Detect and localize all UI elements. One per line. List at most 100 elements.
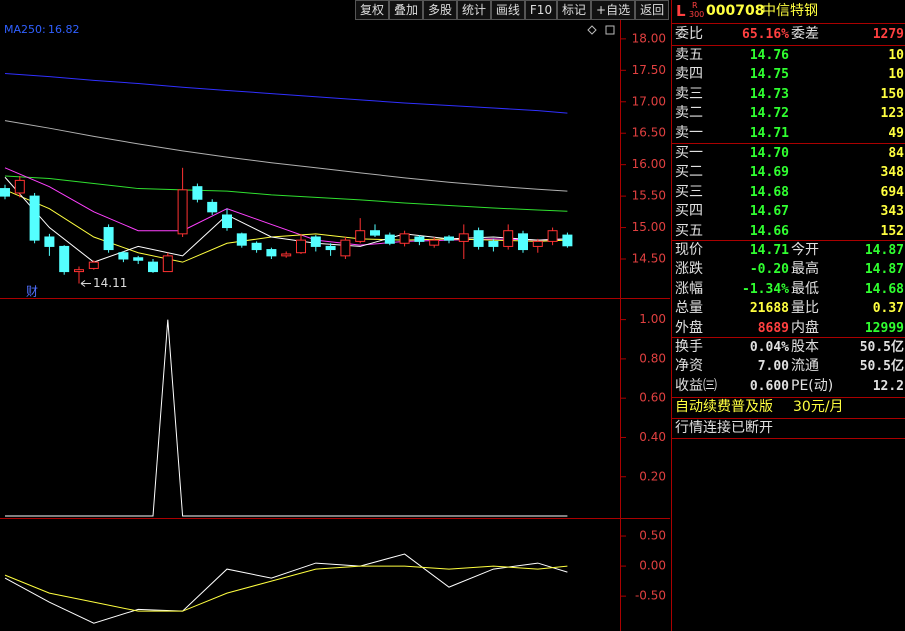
candle-body <box>547 230 558 242</box>
ma-value: 16.82 <box>48 23 80 36</box>
diamond-icon[interactable] <box>587 25 597 35</box>
toolbar-button[interactable]: 复权 <box>355 0 389 20</box>
low-arrow-head <box>80 280 86 287</box>
connection-status: 行情连接已断开 <box>675 420 773 436</box>
candle-body <box>192 186 203 200</box>
y-tick-label: -0.50 <box>635 589 666 603</box>
candle-body <box>103 227 114 251</box>
candle-body <box>444 236 454 241</box>
ma-line <box>4 189 568 263</box>
book-level: 买五 <box>675 222 703 239</box>
separator <box>672 418 905 419</box>
book-price: 14.69 <box>749 165 789 181</box>
candle-body <box>177 189 188 235</box>
book-level: 买二 <box>675 164 703 181</box>
field-label: 委比 <box>675 26 703 42</box>
book-volume: 84 <box>888 146 904 161</box>
book-volume: 150 <box>880 86 904 102</box>
book-price: 14.68 <box>749 184 789 200</box>
book-price: 14.71 <box>749 125 789 141</box>
finance-mark[interactable]: 财 <box>26 285 38 299</box>
toolbar-button[interactable]: 标记 <box>557 0 592 20</box>
y-tick-label: 14.50 <box>632 252 666 266</box>
toolbar: 复权 叠加 多股 统计 画线 F10 标记 +自选 返回 <box>355 0 670 20</box>
y-tick-label: 17.00 <box>632 94 666 108</box>
badge-top: R <box>692 1 698 10</box>
candle-body <box>503 230 514 247</box>
separator <box>672 45 905 46</box>
ma-label: MA250: <box>4 23 46 36</box>
book-level: 买一 <box>675 145 703 161</box>
book-level: 卖五 <box>675 47 703 63</box>
y-tick-label: 0.80 <box>639 351 666 365</box>
field-value: 7.00 <box>757 359 789 375</box>
field-value: 14.71 <box>749 243 789 258</box>
toolbar-button[interactable]: 叠加 <box>388 0 423 20</box>
square-icon[interactable] <box>605 25 615 35</box>
field-value: 14.87 <box>864 262 904 278</box>
book-price: 14.73 <box>749 86 789 102</box>
toolbar-button[interactable]: 画线 <box>490 0 525 20</box>
candle-body <box>281 253 292 257</box>
badge-bottom: 300 <box>689 10 705 19</box>
toolbar-button[interactable]: +自选 <box>591 0 636 20</box>
y-tick-label: 0.50 <box>639 529 666 543</box>
candle-body <box>310 236 321 247</box>
book-volume: 152 <box>880 223 904 239</box>
candle-body <box>88 261 99 269</box>
separator <box>672 438 905 439</box>
field-value: 21688 <box>749 301 789 317</box>
field-value: 50.5亿 <box>859 359 904 375</box>
toolbar-button[interactable]: 统计 <box>456 0 491 20</box>
y-tick-label: 15.00 <box>632 220 666 234</box>
field-value: -1.34% <box>742 281 789 297</box>
y-tick-label: 16.00 <box>632 157 666 171</box>
ma-line <box>4 176 568 263</box>
candle-body <box>296 239 306 254</box>
field-label: 今开 <box>791 242 819 258</box>
quote-panel: L R 300 000708 中信特钢 委比 65.16% 委差 1279 卖五 14.7… <box>671 0 905 631</box>
field-label: 涨跌 <box>675 261 703 278</box>
y-tick-label: 18.00 <box>632 31 666 45</box>
low-label: 14.11 <box>93 276 127 290</box>
toolbar-button[interactable]: 多股 <box>422 0 457 20</box>
stock-name: 中信特钢 <box>762 3 818 19</box>
book-volume: 348 <box>880 165 904 181</box>
candle-body <box>266 249 277 257</box>
toolbar-button[interactable]: 返回 <box>635 0 670 20</box>
candle-body <box>222 214 232 229</box>
field-label: 涨幅 <box>675 280 703 297</box>
book-price: 14.70 <box>749 146 789 161</box>
candle-body <box>429 239 440 246</box>
book-price: 14.67 <box>749 204 789 220</box>
book-volume: 10 <box>888 48 904 63</box>
field-label: 最低 <box>791 280 819 297</box>
candle-body <box>458 233 469 242</box>
y-tick-label: 0.60 <box>639 391 666 405</box>
candle-body <box>325 245 336 251</box>
candle-body <box>207 201 218 213</box>
book-price: 14.72 <box>749 106 789 122</box>
field-label: 委差 <box>791 26 819 42</box>
chart-area: MA250: 16.82 财 14.50 15.00 15.50 16.00 16.50… <box>0 20 905 631</box>
field-value: 50.5亿 <box>859 340 904 355</box>
promo-price: 30元/月 <box>793 399 844 415</box>
candle-body <box>399 233 410 244</box>
ma-line <box>4 72 568 114</box>
candle-body <box>59 245 70 273</box>
book-level: 卖二 <box>675 105 703 122</box>
book-level: 卖四 <box>675 66 703 83</box>
candle-body <box>518 233 528 251</box>
toolbar-button[interactable]: F10 <box>524 0 558 20</box>
candle-body <box>532 240 543 247</box>
candle-body <box>133 257 144 261</box>
candle-body <box>488 240 499 247</box>
separator <box>672 23 905 24</box>
candle-body <box>340 239 351 257</box>
separator <box>672 240 905 241</box>
candle-body <box>29 195 40 241</box>
book-level: 卖一 <box>675 124 703 141</box>
book-volume: 10 <box>888 67 904 83</box>
candle-body <box>74 269 84 273</box>
